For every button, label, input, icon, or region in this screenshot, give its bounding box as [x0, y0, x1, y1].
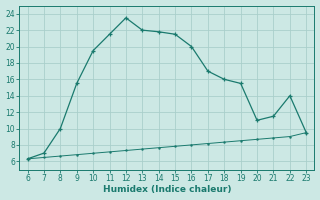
X-axis label: Humidex (Indice chaleur): Humidex (Indice chaleur): [103, 185, 231, 194]
